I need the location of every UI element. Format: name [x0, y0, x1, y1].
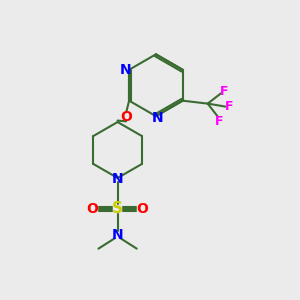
Text: O: O [120, 110, 132, 124]
Text: N: N [152, 111, 163, 124]
Text: O: O [137, 202, 148, 216]
Text: O: O [87, 202, 98, 216]
Text: S: S [112, 201, 123, 216]
Text: N: N [120, 63, 131, 77]
Text: N: N [112, 228, 123, 242]
Text: F: F [225, 100, 233, 113]
Text: F: F [215, 115, 224, 128]
Text: N: N [112, 172, 123, 186]
Text: F: F [220, 85, 228, 98]
